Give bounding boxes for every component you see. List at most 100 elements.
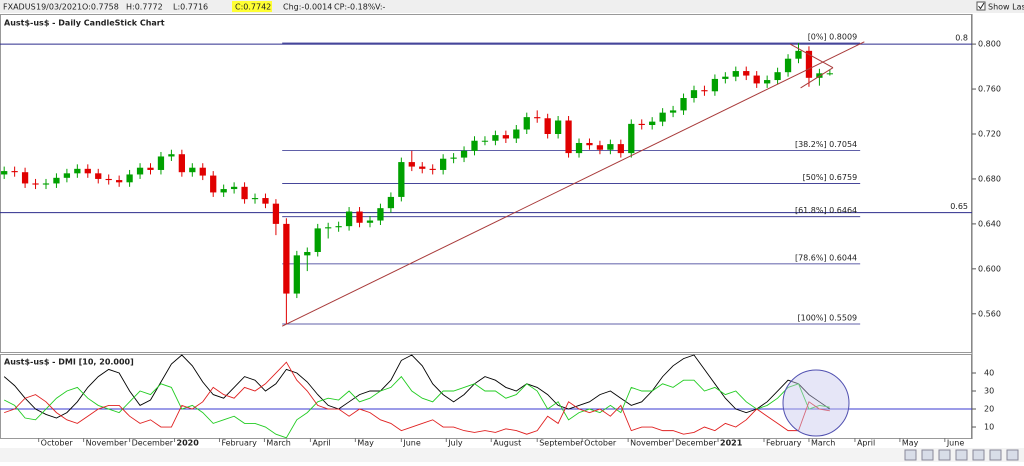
candle-body [387, 196, 395, 209]
fib-label: [61.8%] 0.6464 [795, 206, 857, 215]
candle-body [701, 90, 708, 92]
icon[interactable] [904, 449, 917, 461]
x-tick-label: September [539, 439, 584, 448]
x-tick-label: February [221, 439, 257, 448]
icon[interactable] [955, 449, 968, 461]
x-tick-label: March [811, 439, 835, 448]
candle-body [345, 211, 353, 227]
x-tick-label: July [447, 439, 463, 448]
candle-body [575, 142, 583, 154]
candle-body [523, 117, 530, 130]
candle-body [147, 167, 154, 170]
candle-body [32, 183, 39, 185]
fib-label: [78.6%] 0.6044 [795, 253, 857, 262]
date: 19/03/2021 [36, 3, 82, 12]
candle-body [826, 73, 833, 75]
icon[interactable] [1006, 449, 1019, 461]
low: L:0.7716 [173, 3, 208, 12]
dmi-title: Aust$-us$ - DMI [10, 20.000] [4, 358, 134, 367]
candle-body [659, 112, 666, 122]
y-tick-label: 40 [984, 369, 994, 378]
candle-body [53, 177, 60, 184]
show-last-checkbox[interactable] [976, 1, 986, 11]
y-tick-label: 0.720 [978, 129, 1001, 138]
candle-body [586, 142, 593, 146]
close: C:0.7742 [235, 3, 271, 12]
candle-body [628, 123, 635, 154]
candle-body [199, 167, 206, 176]
candle-body [492, 135, 499, 141]
x-tick-label: May [902, 439, 919, 448]
candle-body [74, 168, 81, 174]
x-tick-label: June [402, 439, 421, 448]
status-bar [0, 448, 1024, 462]
toolbar-icons [904, 449, 1019, 461]
candle-body [210, 175, 217, 193]
candle-body [105, 178, 112, 181]
candle-body [178, 154, 185, 173]
candle-body [649, 121, 656, 126]
trendline [800, 67, 834, 89]
candle-body [304, 251, 311, 256]
candle-body [481, 140, 489, 142]
candle-body [220, 189, 227, 193]
candle-body [816, 73, 823, 78]
x-tick-label: November [86, 439, 128, 448]
toolbar: FXADUS 19/03/2021 O:0.7758 H:0.7772 L:0.… [0, 0, 1024, 13]
fib-label: [100%] 0.5509 [798, 314, 858, 323]
horizontal-line-label: 0.8 [955, 34, 968, 43]
candle-body [617, 144, 624, 154]
x-tick-label: June [946, 439, 965, 448]
candle-body [314, 228, 321, 252]
candle-body [680, 98, 687, 111]
icon[interactable] [989, 449, 1002, 461]
check-mark [978, 2, 985, 10]
y-tick-label: 0.760 [978, 85, 1001, 94]
candle-body [262, 198, 269, 204]
dmi-line [3, 354, 831, 419]
candle-body [471, 140, 478, 151]
highlight-circle [782, 369, 850, 437]
candle-body [241, 186, 248, 200]
x-tick-label: May [357, 439, 374, 448]
y-tick-label: 0.640 [978, 219, 1001, 228]
candle-body [63, 173, 71, 178]
candle-body [95, 173, 102, 179]
candle-body [429, 168, 436, 170]
candle-body [753, 75, 760, 84]
candle-body [230, 186, 238, 190]
candle-body [168, 154, 175, 157]
x-tick-label: April [312, 439, 330, 448]
y-tick-label: 30 [984, 387, 994, 396]
horizontal-line-label: 0.65 [950, 202, 968, 211]
show-last-label[interactable]: Show Last [988, 3, 1024, 12]
candle-body [774, 72, 781, 81]
icon[interactable] [972, 449, 985, 461]
candle-body [711, 78, 719, 92]
x-tick-label: April [857, 439, 875, 448]
candle-body [795, 50, 802, 59]
candle-body [189, 167, 196, 173]
x-tick-label: October [584, 439, 617, 448]
trendline [281, 41, 865, 327]
candle-body [690, 90, 698, 99]
open: O:0.7758 [82, 3, 119, 12]
candle-body [335, 226, 342, 228]
candle-body [42, 183, 50, 185]
candle-body [460, 150, 468, 158]
candle-body [325, 227, 332, 229]
candle-body [513, 129, 520, 139]
candle-body [366, 220, 374, 223]
candle-body [116, 180, 123, 183]
candle-body [732, 71, 739, 77]
fib-label: [0%] 0.8009 [808, 33, 857, 42]
icon[interactable] [921, 449, 934, 461]
symbol: FXADUS [3, 3, 36, 12]
candle-body [554, 120, 562, 134]
candle-body [11, 171, 18, 173]
icon[interactable] [938, 449, 951, 461]
x-tick-label: 2021 [720, 439, 743, 448]
candle-body [669, 110, 677, 113]
